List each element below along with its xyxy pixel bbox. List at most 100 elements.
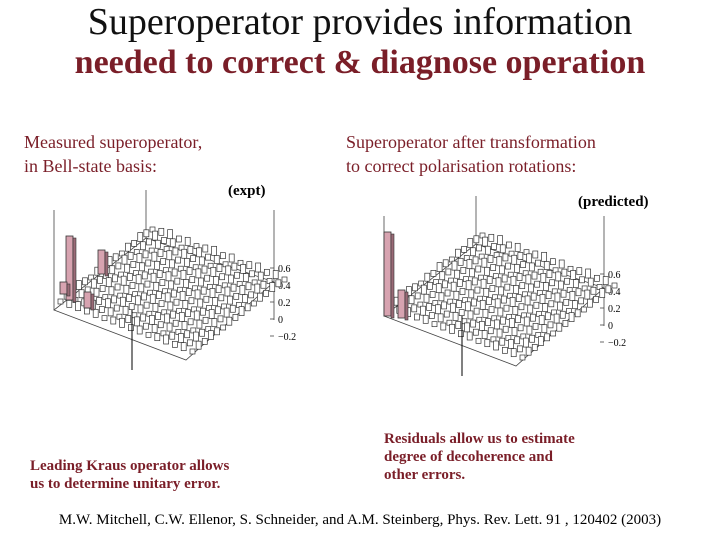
matrix-bar	[203, 295, 210, 303]
matrix-bar	[57, 298, 64, 305]
matrix-bar	[197, 298, 204, 308]
matrix-bar	[574, 309, 581, 318]
matrix-bar	[508, 318, 515, 328]
matrix-bar	[578, 297, 585, 305]
matrix-bar	[479, 321, 485, 331]
matrix-bar	[550, 258, 556, 266]
matrix-bar	[269, 282, 276, 292]
matrix-bar	[75, 301, 81, 312]
matrix-bar	[506, 241, 512, 249]
matrix-bar	[186, 339, 193, 347]
matrix-bar	[472, 328, 479, 336]
matrix-bar	[500, 295, 507, 304]
matrix-bar	[519, 282, 526, 290]
matrix-bar	[248, 291, 255, 299]
matrix-bar	[220, 252, 226, 260]
z-tick-label: 0	[278, 315, 283, 326]
matrix-bar	[202, 316, 209, 324]
matrix-bar	[435, 304, 441, 315]
matrix-bar	[465, 280, 472, 291]
matrix-bar	[136, 325, 143, 335]
matrix-bar	[516, 345, 523, 353]
matrix-bar	[489, 285, 496, 292]
matrix-bar	[559, 310, 566, 319]
matrix-bar	[545, 291, 552, 300]
matrix-bar	[260, 280, 267, 289]
matrix-bar	[228, 274, 234, 284]
matrix-bar	[245, 282, 252, 291]
matrix-bar	[456, 300, 462, 308]
matrix-bar	[495, 277, 502, 288]
matrix-bar	[487, 255, 494, 263]
matrix-bar	[514, 264, 520, 273]
matrix-bar	[540, 273, 547, 283]
matrix-bar	[155, 312, 161, 320]
matrix-bar	[553, 313, 560, 324]
matrix-bar	[217, 315, 224, 323]
matrix-bar	[152, 230, 159, 241]
matrix-bar	[513, 285, 519, 294]
matrix-bar	[176, 235, 182, 243]
matrix-bar	[84, 307, 90, 315]
matrix-bar	[225, 265, 232, 276]
matrix-bar	[560, 289, 567, 298]
matrix-bar	[183, 279, 189, 288]
matrix-bar	[93, 287, 100, 297]
matrix-bar	[526, 325, 533, 335]
matrix-bar	[254, 283, 261, 294]
matrix-bar	[480, 278, 487, 289]
matrix-bar	[264, 268, 270, 276]
matrix-bar	[466, 331, 473, 341]
matrix-bar	[587, 298, 593, 308]
matrix-bar	[527, 304, 534, 314]
matrix-bar	[136, 253, 143, 264]
matrix-bar	[514, 336, 521, 345]
matrix-bar	[530, 292, 537, 301]
matrix-bar	[452, 312, 459, 321]
peak-bar	[383, 231, 392, 317]
matrix-bar	[499, 337, 506, 346]
matrix-bar	[233, 292, 240, 300]
matrix-bar	[234, 271, 240, 279]
matrix-bar	[119, 317, 125, 328]
matrix-bar	[505, 262, 511, 270]
matrix-bar	[141, 271, 148, 280]
matrix-bar	[594, 274, 600, 282]
matrix-bar	[510, 275, 517, 286]
matrix-bar	[220, 324, 227, 331]
matrix-bar	[172, 247, 179, 256]
matrix-bar	[153, 282, 160, 291]
peak-bar	[83, 291, 92, 309]
matrix-bar	[138, 283, 145, 293]
matrix-bar	[548, 300, 555, 308]
matrix-bar	[263, 290, 269, 297]
matrix-bar	[121, 254, 128, 265]
matrix-bar	[497, 307, 504, 317]
matrix-bar	[444, 289, 451, 297]
matrix-bar	[611, 282, 618, 289]
matrix-bar	[167, 229, 173, 240]
matrix-bar	[187, 318, 194, 326]
matrix-bar	[424, 272, 431, 282]
matrix-bar	[122, 306, 129, 315]
matrix-bar	[208, 330, 214, 340]
matrix-bar	[101, 315, 108, 322]
matrix-bar	[142, 322, 149, 330]
matrix-bar	[130, 261, 137, 268]
z-tick-label: 0.4	[278, 281, 291, 292]
matrix-bar	[145, 259, 152, 267]
matrix-bar	[461, 246, 467, 253]
matrix-bar	[420, 284, 427, 295]
reference-citation: M.W. Mitchell, C.W. Ellenor, S. Schneide…	[58, 512, 662, 528]
matrix-bar	[468, 289, 475, 299]
matrix-bar	[151, 251, 158, 262]
matrix-bar	[201, 265, 208, 274]
matrix-bar	[244, 303, 251, 312]
peak-bar-side	[72, 237, 77, 303]
matrix-bar	[428, 312, 435, 319]
left-note-line2: us to determine unitary error.	[30, 476, 221, 492]
matrix-bar	[467, 310, 474, 320]
matrix-bar	[439, 271, 446, 281]
matrix-bar	[66, 299, 73, 308]
matrix-bar	[239, 285, 246, 295]
